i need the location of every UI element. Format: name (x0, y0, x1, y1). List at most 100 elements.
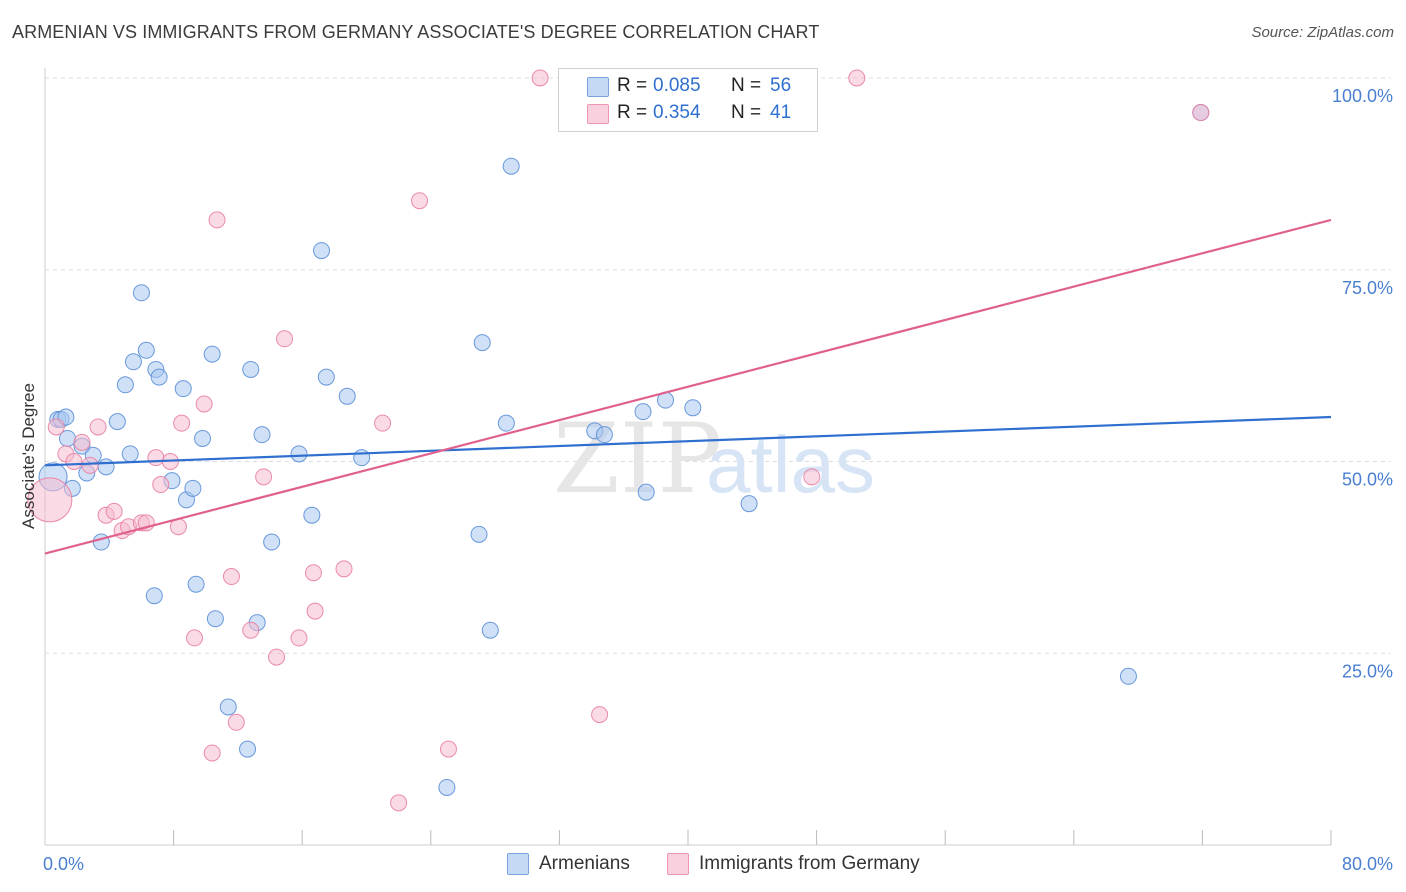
germany-point (411, 192, 429, 210)
armenian-point (353, 449, 371, 467)
y-axis-label: Associate's Degree (19, 383, 38, 529)
germany-point (1192, 104, 1210, 122)
germany-point (304, 564, 322, 582)
germany-point (848, 69, 866, 87)
bottom-legend-label-germany: Immigrants from Germany (699, 853, 920, 874)
armenians-points (38, 104, 1210, 796)
watermark-atlas: atlas (706, 420, 875, 509)
source-label: Source: ZipAtlas.com (1251, 24, 1394, 41)
watermark-zip: ZIP (553, 403, 722, 515)
legend-n-value: 41 (770, 102, 792, 123)
armenian-point (470, 525, 488, 543)
y-tick-label: 25.0% (1342, 661, 1393, 681)
armenian-point (263, 533, 281, 551)
armenian-point (312, 242, 330, 260)
armenian-point (150, 368, 168, 386)
germany-point (81, 456, 99, 474)
armenian-point (253, 426, 271, 444)
armenians-trend-line (44, 415, 1332, 467)
bottom-legend-swatch-blue (507, 853, 529, 875)
armenian-point (338, 387, 356, 405)
germany-point (390, 794, 408, 812)
germany-point (195, 395, 213, 413)
chart-title: ARMENIAN VS IMMIGRANTS FROM GERMANY ASSO… (12, 22, 820, 42)
armenian-point (1119, 667, 1137, 685)
legend-n-label: N = (731, 75, 762, 96)
germany-point (73, 433, 91, 451)
germany-point (65, 453, 83, 470)
germany-point (27, 477, 73, 523)
germany-trend-line (44, 218, 1332, 555)
legend-n-label: N = (731, 102, 762, 123)
armenian-point (438, 778, 456, 796)
bottom-legend-label-armenians: Armenians (539, 853, 630, 874)
armenian-point (132, 284, 150, 302)
bottom-legend-germany: Immigrants from Germany (667, 852, 920, 876)
germany-point (185, 629, 203, 647)
armenian-point (116, 376, 134, 394)
germany-point (803, 468, 821, 486)
armenian-point (497, 414, 515, 432)
germany-point (531, 69, 549, 87)
germany-point (306, 602, 324, 620)
germany-point (242, 621, 260, 639)
y-tick-label: 75.0% (1342, 278, 1393, 298)
armenian-point (194, 429, 212, 447)
armenian-point (473, 334, 491, 352)
armenian-point (637, 483, 655, 501)
armenian-point (219, 698, 237, 716)
germany-point (439, 740, 457, 758)
bottom-legend-swatch-pink (667, 853, 689, 875)
germany-point (203, 744, 221, 762)
y-tick-label: 100.0% (1332, 86, 1393, 106)
germany-point (255, 468, 273, 486)
germany-point (89, 418, 107, 436)
germany-point (591, 706, 609, 724)
armenian-point (684, 399, 702, 417)
armenian-point (634, 403, 652, 421)
tick-labels: 25.0% 50.0% 75.0% 100.0% 0.0% 80.0% (43, 86, 1393, 874)
germany-point (290, 629, 308, 647)
armenian-point (184, 479, 202, 497)
germany-point (208, 211, 226, 229)
armenian-point (317, 368, 335, 386)
legend-r-value: 0.085 (653, 75, 701, 96)
armenian-point (303, 506, 321, 524)
bottom-legend-armenians: Armenians (507, 852, 630, 876)
legend-n-value: 56 (770, 75, 792, 96)
armenian-point (137, 341, 155, 359)
germany-point (227, 713, 245, 731)
armenian-point (121, 445, 139, 463)
trend-lines (44, 218, 1332, 555)
germany-point (276, 330, 294, 348)
x-tick-label-min: 0.0% (43, 854, 84, 874)
armenian-point (239, 740, 257, 758)
armenian-point (203, 345, 221, 363)
armenian-point (145, 587, 163, 605)
germany-point (173, 414, 191, 432)
germany-point (374, 414, 392, 432)
germany-point (222, 568, 240, 586)
armenian-point (187, 575, 205, 593)
armenian-point (740, 495, 758, 513)
germany-point (152, 476, 170, 494)
legend-swatch-blue (587, 77, 609, 97)
germany-point (105, 502, 123, 520)
armenian-point (290, 445, 308, 463)
armenian-point (124, 353, 142, 371)
legend-r-value: 0.354 (653, 102, 701, 123)
axis-layer (44, 68, 1332, 846)
armenian-point (595, 426, 613, 444)
legend: R = 0.085 N = 56 R = 0.354 N = 41 (558, 68, 818, 132)
legend-r-label: R = (617, 75, 648, 96)
legend-r-label: R = (617, 102, 648, 123)
armenian-point (502, 157, 520, 175)
germany-point (47, 418, 65, 436)
y-tick-label: 50.0% (1342, 470, 1393, 490)
armenian-point (481, 621, 499, 639)
armenian-point (108, 413, 126, 431)
watermark: ZIP atlas (553, 403, 875, 515)
legend-swatch-pink (587, 104, 609, 124)
armenian-point (174, 380, 192, 398)
